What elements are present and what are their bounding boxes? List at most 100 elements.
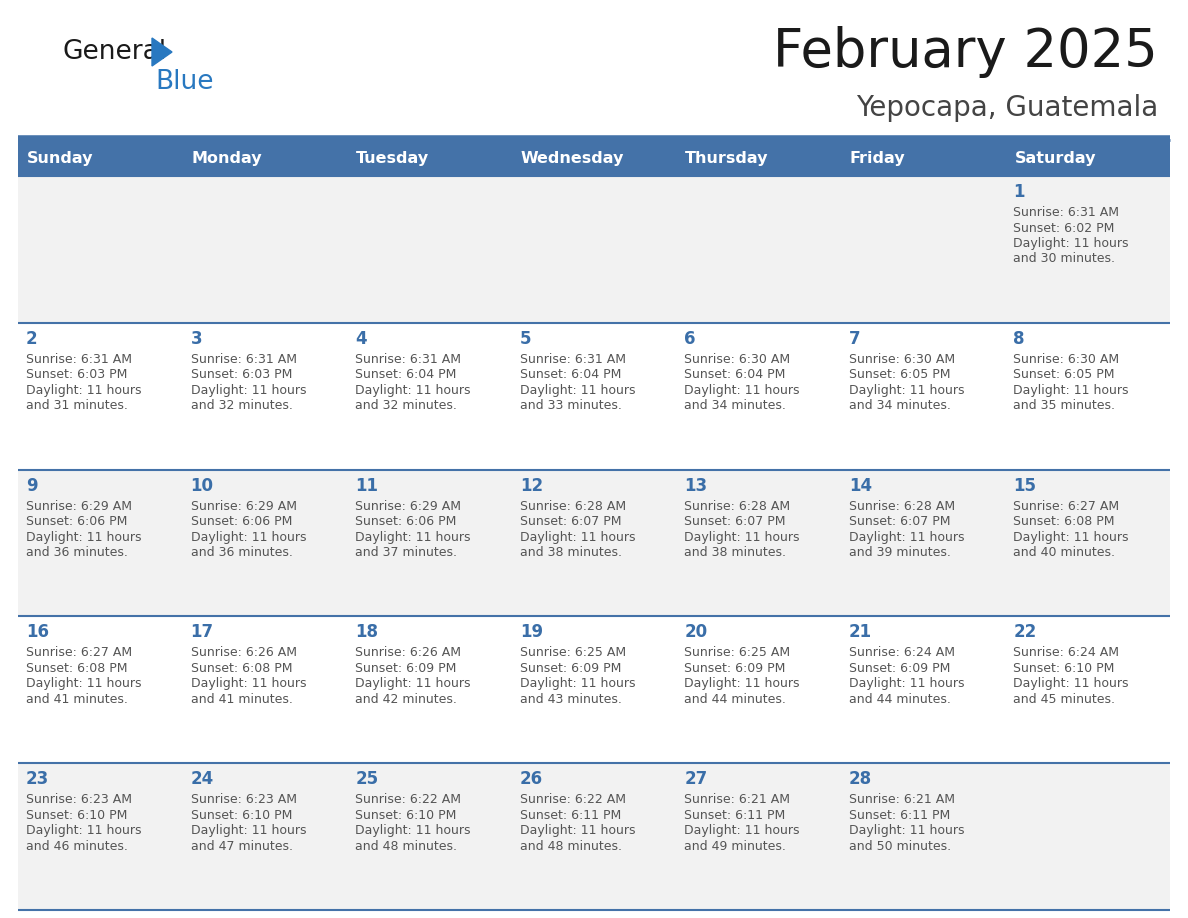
Text: Sunset: 6:07 PM: Sunset: 6:07 PM	[684, 515, 785, 528]
Bar	[347, 470, 512, 616]
Text: 19: 19	[519, 623, 543, 642]
Bar	[18, 763, 183, 910]
Text: Daylight: 11 hours: Daylight: 11 hours	[849, 677, 965, 690]
Text: Tuesday: Tuesday	[356, 151, 429, 165]
Text: 13: 13	[684, 476, 707, 495]
Text: Sunset: 6:07 PM: Sunset: 6:07 PM	[519, 515, 621, 528]
Bar	[1005, 176, 1170, 323]
Text: Daylight: 11 hours: Daylight: 11 hours	[1013, 384, 1129, 397]
Text: Monday: Monday	[191, 151, 263, 165]
Text: Daylight: 11 hours: Daylight: 11 hours	[355, 677, 470, 690]
Bar	[18, 176, 183, 323]
Text: Sunset: 6:09 PM: Sunset: 6:09 PM	[355, 662, 456, 675]
Text: 20: 20	[684, 623, 707, 642]
Text: 2: 2	[26, 330, 38, 348]
Text: Sunset: 6:10 PM: Sunset: 6:10 PM	[26, 809, 127, 822]
Bar	[183, 763, 347, 910]
Text: Sunrise: 6:31 AM: Sunrise: 6:31 AM	[519, 353, 626, 365]
Text: Sunset: 6:09 PM: Sunset: 6:09 PM	[684, 662, 785, 675]
Text: Sunrise: 6:31 AM: Sunrise: 6:31 AM	[190, 353, 297, 365]
Text: Daylight: 11 hours: Daylight: 11 hours	[190, 677, 307, 690]
Text: Sunset: 6:10 PM: Sunset: 6:10 PM	[1013, 662, 1114, 675]
Bar	[18, 140, 183, 176]
Text: Sunset: 6:04 PM: Sunset: 6:04 PM	[519, 368, 621, 381]
Text: and 32 minutes.: and 32 minutes.	[190, 399, 292, 412]
Text: Sunrise: 6:24 AM: Sunrise: 6:24 AM	[849, 646, 955, 659]
Text: Yepocapa, Guatemala: Yepocapa, Guatemala	[855, 94, 1158, 122]
Text: 10: 10	[190, 476, 214, 495]
Text: Blue: Blue	[154, 69, 214, 95]
Bar	[841, 140, 1005, 176]
Bar	[1005, 763, 1170, 910]
Text: Daylight: 11 hours: Daylight: 11 hours	[1013, 237, 1129, 250]
Text: Sunrise: 6:22 AM: Sunrise: 6:22 AM	[355, 793, 461, 806]
Text: Daylight: 11 hours: Daylight: 11 hours	[849, 824, 965, 837]
Text: 6: 6	[684, 330, 696, 348]
Text: 18: 18	[355, 623, 378, 642]
Text: and 32 minutes.: and 32 minutes.	[355, 399, 457, 412]
Text: Daylight: 11 hours: Daylight: 11 hours	[190, 824, 307, 837]
Text: and 42 minutes.: and 42 minutes.	[355, 693, 457, 706]
Text: and 36 minutes.: and 36 minutes.	[190, 546, 292, 559]
Text: 1: 1	[1013, 183, 1025, 201]
Text: 9: 9	[26, 476, 38, 495]
Text: Daylight: 11 hours: Daylight: 11 hours	[26, 531, 141, 543]
Text: Sunrise: 6:28 AM: Sunrise: 6:28 AM	[684, 499, 790, 512]
Bar	[18, 616, 183, 763]
Text: and 36 minutes.: and 36 minutes.	[26, 546, 128, 559]
Text: Sunrise: 6:23 AM: Sunrise: 6:23 AM	[26, 793, 132, 806]
Text: Daylight: 11 hours: Daylight: 11 hours	[519, 384, 636, 397]
Text: Daylight: 11 hours: Daylight: 11 hours	[355, 531, 470, 543]
Text: Friday: Friday	[849, 151, 905, 165]
Bar	[512, 323, 676, 470]
Text: 15: 15	[1013, 476, 1036, 495]
Bar	[1005, 323, 1170, 470]
Text: and 45 minutes.: and 45 minutes.	[1013, 693, 1116, 706]
Text: Sunset: 6:05 PM: Sunset: 6:05 PM	[849, 368, 950, 381]
Text: 11: 11	[355, 476, 378, 495]
Text: 16: 16	[26, 623, 49, 642]
Bar	[512, 470, 676, 616]
Bar	[18, 470, 183, 616]
Bar	[841, 763, 1005, 910]
Bar	[347, 763, 512, 910]
Bar	[512, 140, 676, 176]
Text: Thursday: Thursday	[685, 151, 769, 165]
Bar	[676, 470, 841, 616]
Bar	[841, 323, 1005, 470]
Text: Sunrise: 6:21 AM: Sunrise: 6:21 AM	[684, 793, 790, 806]
Text: 21: 21	[849, 623, 872, 642]
Bar	[1005, 470, 1170, 616]
Text: Sunset: 6:05 PM: Sunset: 6:05 PM	[1013, 368, 1114, 381]
Text: Sunset: 6:11 PM: Sunset: 6:11 PM	[849, 809, 950, 822]
Text: Daylight: 11 hours: Daylight: 11 hours	[849, 384, 965, 397]
Text: Sunrise: 6:21 AM: Sunrise: 6:21 AM	[849, 793, 955, 806]
Text: Sunset: 6:04 PM: Sunset: 6:04 PM	[355, 368, 456, 381]
Text: and 38 minutes.: and 38 minutes.	[519, 546, 621, 559]
Text: 24: 24	[190, 770, 214, 789]
Text: 22: 22	[1013, 623, 1037, 642]
Bar	[183, 616, 347, 763]
Text: Sunrise: 6:28 AM: Sunrise: 6:28 AM	[849, 499, 955, 512]
Text: Sunrise: 6:27 AM: Sunrise: 6:27 AM	[26, 646, 132, 659]
Text: Daylight: 11 hours: Daylight: 11 hours	[26, 384, 141, 397]
Text: and 43 minutes.: and 43 minutes.	[519, 693, 621, 706]
Text: and 41 minutes.: and 41 minutes.	[26, 693, 128, 706]
Text: Daylight: 11 hours: Daylight: 11 hours	[684, 677, 800, 690]
Text: Sunrise: 6:27 AM: Sunrise: 6:27 AM	[1013, 499, 1119, 512]
Text: 26: 26	[519, 770, 543, 789]
Text: 12: 12	[519, 476, 543, 495]
Bar	[841, 616, 1005, 763]
Text: Sunrise: 6:31 AM: Sunrise: 6:31 AM	[355, 353, 461, 365]
Text: and 50 minutes.: and 50 minutes.	[849, 840, 950, 853]
Text: and 48 minutes.: and 48 minutes.	[519, 840, 621, 853]
Text: Sunset: 6:03 PM: Sunset: 6:03 PM	[190, 368, 292, 381]
Bar	[512, 616, 676, 763]
Text: Sunset: 6:10 PM: Sunset: 6:10 PM	[190, 809, 292, 822]
Text: Sunrise: 6:22 AM: Sunrise: 6:22 AM	[519, 793, 626, 806]
Text: and 47 minutes.: and 47 minutes.	[190, 840, 292, 853]
Text: Sunrise: 6:28 AM: Sunrise: 6:28 AM	[519, 499, 626, 512]
Bar	[347, 140, 512, 176]
Text: and 39 minutes.: and 39 minutes.	[849, 546, 950, 559]
Text: Daylight: 11 hours: Daylight: 11 hours	[26, 677, 141, 690]
